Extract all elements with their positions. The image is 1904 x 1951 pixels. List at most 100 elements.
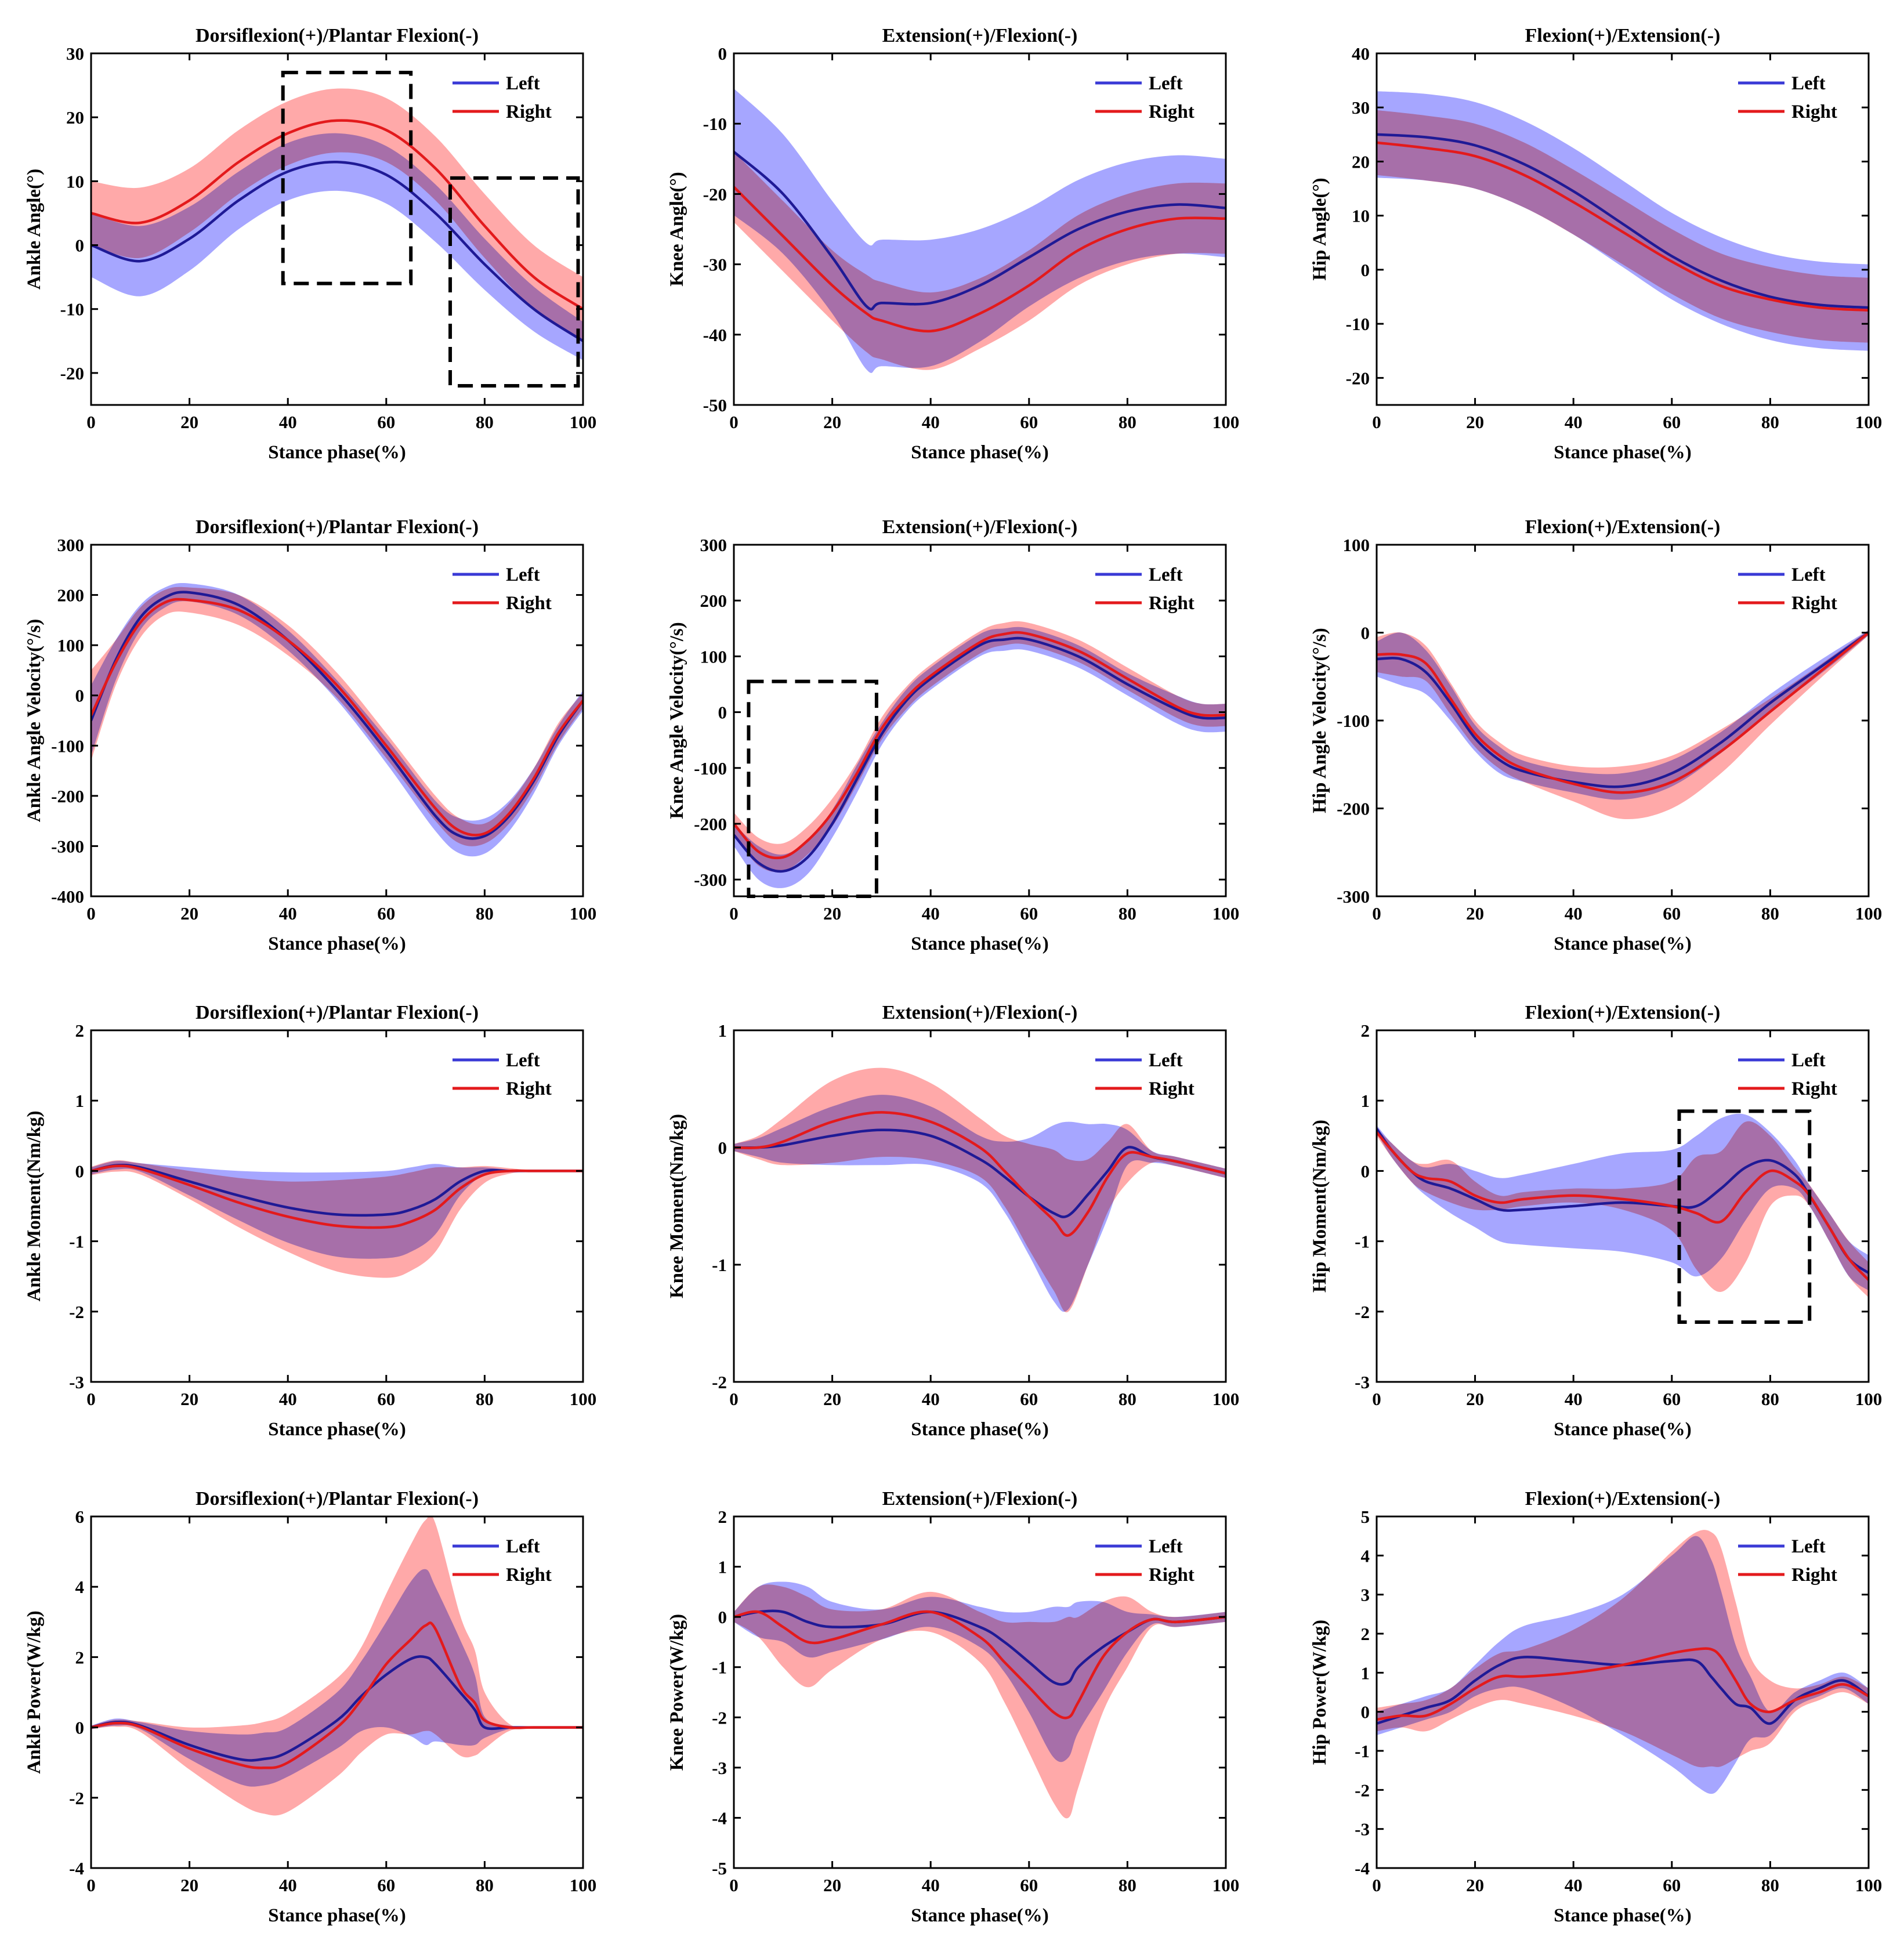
x-tick-label: 80 (476, 903, 494, 924)
x-axis-label: Stance phase(%) (268, 933, 406, 954)
legend-left-label: Left (506, 73, 540, 94)
legend-left-label: Left (1149, 73, 1183, 94)
y-tick-label: 2 (75, 1020, 85, 1041)
y-tick-label: 2 (75, 1647, 85, 1667)
chart-title: Extension(+)/Flexion(-) (882, 1002, 1078, 1023)
y-tick-label: 200 (57, 585, 85, 606)
x-tick-label: 0 (86, 412, 96, 432)
legend-right-label: Right (1149, 1078, 1194, 1099)
y-tick-label: -1 (69, 1232, 84, 1252)
chart-title: Dorsiflexion(+)/Plantar Flexion(-) (196, 1002, 479, 1023)
right-sd-band (734, 151, 1226, 370)
x-tick-label: 100 (1855, 1875, 1883, 1895)
legend: Left Right (1738, 73, 1837, 122)
y-tick-label: -200 (694, 814, 727, 834)
chart-title: Flexion(+)/Extension(-) (1525, 1488, 1721, 1510)
chart-title: Extension(+)/Flexion(-) (882, 25, 1078, 46)
x-tick-label: 20 (1466, 903, 1484, 924)
y-axis-label: Ankle Power(W/kg) (24, 1610, 45, 1773)
plot-area (1377, 91, 1869, 351)
y-tick-label: 100 (57, 635, 85, 656)
y-tick-label: 300 (57, 535, 85, 555)
right-sd-band (1377, 110, 1869, 343)
legend-left-label: Left (1149, 1050, 1183, 1071)
x-tick-label: 80 (1118, 1875, 1136, 1895)
left-mean-line (734, 636, 1226, 873)
y-tick-label: -50 (703, 395, 727, 415)
plot-frame (733, 544, 1227, 897)
y-tick-label: 20 (1352, 151, 1370, 172)
x-tick-label: 80 (1118, 903, 1136, 924)
y-tick-label: 3 (1361, 1585, 1370, 1605)
x-tick-label: 0 (86, 1389, 96, 1409)
legend-right-label: Right (1149, 1565, 1194, 1586)
highlight-box (448, 176, 580, 388)
legend: Left Right (1095, 1050, 1194, 1099)
y-tick-label: -200 (1337, 799, 1370, 819)
y-tick-label: -10 (60, 299, 84, 320)
right-mean-line (734, 1111, 1226, 1237)
x-tick-label: 20 (823, 1389, 841, 1409)
x-tick-label: 100 (570, 1389, 597, 1409)
plot-area (91, 1516, 583, 1816)
chart-panel-knee-power: 0 20 40 60 80 100 -5 -4 -3 -2 -1 0 1 2 Extension(+)/Fl… (667, 1488, 1239, 1926)
chart-panel-knee-moment: 0 20 40 60 80 100 -2 -1 0 1 Extension(+)/Flexion(-… (667, 1002, 1239, 1440)
x-tick-label: 100 (570, 412, 597, 432)
legend-right-label: Right (1791, 1565, 1837, 1586)
x-tick-label: 0 (729, 903, 739, 924)
right-sd-band (91, 1516, 583, 1816)
left-mean-line (734, 150, 1226, 311)
x-tick-label: 60 (1663, 412, 1681, 432)
y-tick-label: 0 (75, 236, 85, 256)
plot-area (734, 1067, 1226, 1313)
plot-frame (1375, 52, 1870, 406)
x-tick-label: 40 (1565, 1875, 1583, 1895)
plot-area (91, 582, 583, 857)
x-tick-label: 80 (1761, 1389, 1779, 1409)
x-tick-label: 20 (180, 903, 198, 924)
y-axis-label: Knee Power(W/kg) (667, 1614, 687, 1771)
x-tick-label: 60 (1020, 412, 1038, 432)
x-tick-label: 60 (377, 412, 395, 432)
chart-title: Flexion(+)/Extension(-) (1525, 1002, 1721, 1023)
x-tick-label: 80 (1118, 412, 1136, 432)
legend: Left Right (1095, 1536, 1194, 1586)
highlight-box (281, 71, 413, 285)
x-tick-label: 40 (1565, 903, 1583, 924)
x-tick-label: 100 (1212, 412, 1240, 432)
y-tick-label: 4 (75, 1577, 85, 1597)
plot-area (734, 88, 1226, 373)
plot-frame (733, 1029, 1227, 1383)
x-axis-label: Stance phase(%) (911, 442, 1048, 463)
y-tick-label: 0 (718, 44, 727, 64)
legend: Left Right (453, 1536, 552, 1586)
legend-left-label: Left (1149, 1536, 1183, 1557)
x-tick-label: 0 (729, 1389, 739, 1409)
x-tick-label: 100 (1212, 1875, 1240, 1895)
y-tick-label: 100 (700, 646, 727, 667)
y-tick-label: -3 (1355, 1372, 1370, 1392)
plot-frame (90, 1029, 584, 1383)
left-mean-line (1377, 1656, 1869, 1725)
x-axis-label: Stance phase(%) (1554, 933, 1691, 954)
plot-frame (90, 52, 584, 406)
x-tick-label: 20 (180, 1389, 198, 1409)
y-tick-label: 200 (700, 591, 727, 611)
legend-left-label: Left (1791, 564, 1826, 585)
chart-panel-ankle-angle: 0 20 40 60 80 100 -20 -10 0 10 20 30 Dorsiflexion(+)… (24, 25, 596, 463)
y-tick-label: -1 (712, 1657, 727, 1678)
y-tick-label: -10 (703, 114, 727, 134)
x-tick-label: 0 (86, 903, 96, 924)
y-tick-label: -20 (60, 363, 84, 383)
plot-area (734, 621, 1226, 888)
plot-area (734, 1581, 1226, 1819)
y-tick-label: -300 (694, 870, 727, 890)
y-tick-label: -3 (69, 1372, 84, 1392)
x-tick-label: 20 (180, 1875, 198, 1895)
x-tick-label: 0 (1372, 1875, 1381, 1895)
y-tick-label: 30 (1352, 97, 1370, 118)
x-tick-label: 60 (377, 903, 395, 924)
x-tick-label: 20 (180, 412, 198, 432)
legend: Left Right (1095, 73, 1194, 122)
